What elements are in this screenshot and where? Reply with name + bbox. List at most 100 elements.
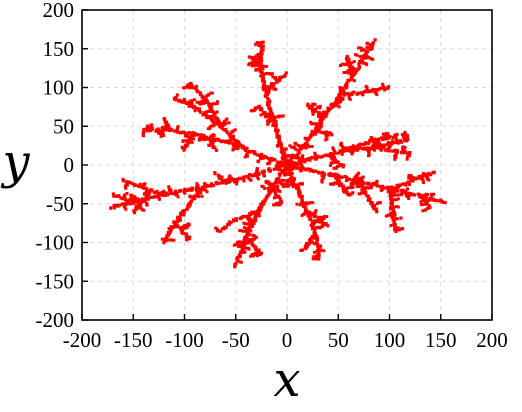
data-point — [259, 205, 264, 209]
data-point — [341, 86, 345, 90]
data-point — [267, 117, 271, 121]
data-point — [360, 48, 364, 52]
data-point — [425, 206, 429, 210]
data-point — [164, 125, 168, 129]
data-point — [388, 149, 392, 153]
data-point — [311, 133, 315, 137]
data-point — [290, 171, 294, 176]
data-point — [209, 115, 213, 119]
data-point — [358, 59, 362, 63]
data-point — [163, 128, 168, 132]
data-point — [322, 249, 326, 253]
data-point — [310, 107, 314, 111]
data-point — [232, 243, 236, 247]
data-point — [314, 241, 318, 245]
data-point — [130, 199, 135, 203]
data-point — [262, 72, 266, 76]
data-point — [189, 103, 193, 107]
data-point — [393, 224, 397, 229]
data-point — [377, 140, 381, 144]
data-point — [168, 188, 172, 192]
data-point — [395, 198, 399, 202]
ticks-layer — [81, 9, 493, 321]
data-point — [176, 125, 180, 129]
data-point — [183, 225, 187, 229]
data-point — [258, 157, 262, 161]
data-point — [215, 120, 219, 124]
data-point — [250, 64, 254, 68]
data-point — [150, 127, 154, 131]
data-point — [301, 157, 305, 161]
data-point — [271, 75, 275, 79]
data-point — [205, 190, 209, 194]
data-point — [410, 177, 414, 181]
data-point — [176, 217, 180, 221]
data-point — [320, 178, 324, 182]
data-point — [383, 137, 387, 141]
data-point — [272, 82, 276, 86]
data-point — [382, 146, 386, 150]
data-point — [159, 131, 163, 135]
data-point — [310, 227, 315, 231]
data-point — [320, 112, 325, 116]
data-point — [348, 145, 353, 149]
data-point — [316, 243, 320, 247]
data-point — [349, 192, 353, 196]
data-point — [255, 153, 259, 157]
data-point — [284, 160, 288, 164]
y-tick-label: -150 — [36, 269, 75, 293]
x-tick-label: 0 — [282, 328, 293, 352]
data-point — [180, 227, 184, 231]
data-point — [272, 167, 276, 171]
data-point — [235, 257, 239, 261]
y-tick-label: 200 — [43, 0, 75, 22]
data-point — [246, 228, 250, 232]
data-point — [285, 159, 289, 163]
data-point — [343, 92, 347, 96]
data-point — [341, 186, 345, 190]
data-point — [421, 209, 425, 213]
data-point — [363, 90, 367, 94]
data-point — [249, 229, 253, 233]
data-point — [190, 100, 194, 104]
data-point — [405, 155, 409, 159]
data-point — [403, 182, 407, 186]
data-point — [205, 116, 209, 120]
data-point — [278, 167, 282, 171]
data-point — [215, 110, 219, 114]
data-point — [211, 118, 216, 122]
data-point — [332, 147, 336, 151]
data-point — [346, 148, 350, 152]
data-point — [313, 226, 317, 230]
data-point — [242, 221, 246, 225]
data-point — [270, 72, 274, 76]
data-point — [277, 179, 281, 183]
data-point — [346, 146, 350, 150]
data-point — [182, 232, 186, 236]
data-point — [307, 215, 311, 219]
data-point — [407, 197, 411, 201]
data-point — [344, 83, 349, 87]
data-point — [145, 126, 149, 130]
data-point — [345, 60, 350, 64]
data-point — [197, 186, 201, 191]
data-point — [332, 149, 336, 153]
data-point — [410, 175, 414, 179]
data-point — [265, 71, 269, 75]
data-point — [364, 141, 369, 146]
data-point — [270, 183, 274, 187]
data-point — [187, 131, 191, 135]
data-point — [254, 67, 258, 71]
data-point — [362, 181, 366, 185]
data-point — [379, 188, 383, 192]
data-point — [167, 127, 171, 131]
data-point — [124, 207, 128, 211]
data-point — [365, 41, 369, 45]
data-point — [132, 182, 136, 187]
data-point — [247, 247, 251, 251]
data-point — [262, 169, 266, 174]
data-point — [119, 196, 123, 200]
data-point — [279, 146, 284, 150]
data-point — [124, 186, 128, 190]
